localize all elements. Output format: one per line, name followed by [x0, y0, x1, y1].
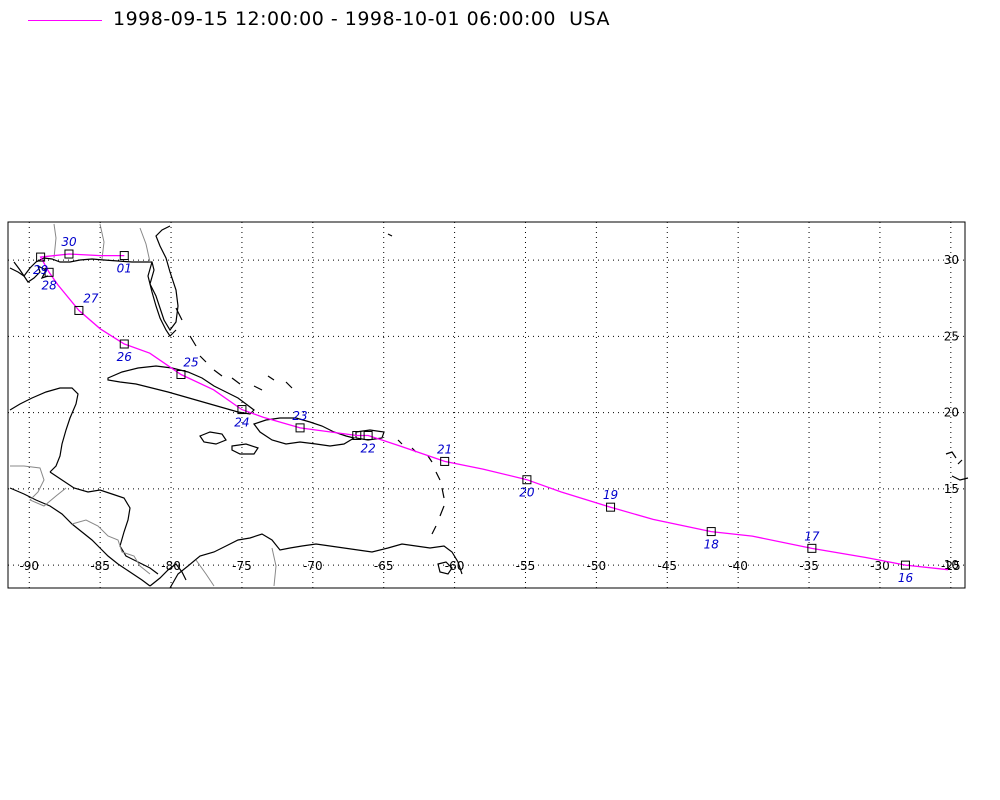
longitude-tick-label: -55: [516, 559, 536, 573]
track-day-label: 22: [360, 442, 375, 456]
coastline-central-america-west: [9, 487, 151, 587]
longitude-tick-label: -45: [657, 559, 677, 573]
track-position-marker: [44, 267, 54, 277]
track-day-label: 21: [437, 442, 452, 456]
coastline-trinidad: [437, 561, 453, 575]
coastline-jamaica: [231, 443, 259, 455]
track-day-label: 29: [33, 263, 48, 277]
coastline-yucatan: [9, 387, 79, 473]
track-position-marker: [440, 456, 450, 466]
legend-region: USA: [569, 8, 610, 30]
longitude-tick-label: -35: [799, 559, 819, 573]
longitude-tick-label: -30: [870, 559, 890, 573]
longitude-tick-label: -65: [374, 559, 394, 573]
latitude-tick-label: 20: [944, 406, 959, 420]
coastlines: [9, 225, 969, 589]
map-frame: [7, 221, 966, 589]
track-day-label: 24: [234, 416, 249, 430]
track-position-marker: [119, 251, 129, 261]
latitude-tick-label: 30: [944, 253, 959, 267]
track-position-marker: [237, 405, 247, 415]
track-position-marker: [36, 252, 46, 262]
axis-labels: -90 -85 -80 -75 -70 -65 -60 -55 -50 -45 -40 -35 -30-…: [19, 253, 960, 573]
track-position-marker: [606, 502, 616, 512]
track-position-marker: [522, 475, 532, 485]
coastline-panama-colombia: [149, 563, 187, 587]
track-day-label: 27: [83, 291, 99, 305]
track-position-marker: [74, 305, 84, 315]
track-day-label: 20: [519, 486, 535, 500]
track-day-label: 28: [41, 278, 57, 292]
graticule: [8, 222, 965, 588]
country-borders: [10, 223, 277, 587]
track-day-label: 01: [117, 262, 132, 276]
track-position-marker: [706, 527, 716, 537]
legend: 1998-09-15 12:00:00 - 1998-10-01 06:00:0…: [0, 0, 1000, 50]
coastline-mississippi-delta: [13, 261, 49, 283]
coastline-florida-west: [147, 261, 177, 337]
coastline-lesser-antilles: [397, 439, 445, 535]
coastline-puerto-rico: [355, 429, 385, 441]
coastline-isla-juventud: [199, 431, 227, 445]
legend-track-line: [28, 20, 102, 21]
longitude-tick-label: -60: [445, 559, 465, 573]
track-position-marker: [64, 249, 74, 259]
coastline-south-america: [169, 533, 463, 589]
latitude-tick-label: 10: [944, 558, 959, 572]
legend-title: 1998-09-15 12:00:00 - 1998-10-01 06:00:0…: [113, 8, 610, 30]
track-position-marker: [900, 560, 910, 570]
latitude-tick-label: 15: [944, 482, 959, 496]
track-position-marker: [352, 431, 362, 440]
track-day-label: 16: [898, 571, 914, 585]
longitude-tick-label: -75: [232, 559, 252, 573]
longitude-tick-label: -90: [19, 559, 39, 573]
border-mexico-guatemala: [10, 465, 67, 507]
track-day-label: 26: [117, 350, 133, 364]
track-position-marker: [363, 431, 373, 440]
coastline-cuba: [107, 365, 255, 415]
track-day-label: 23: [292, 409, 307, 423]
track-day-label: 25: [183, 356, 198, 370]
longitude-tick-label: -85: [90, 559, 110, 573]
track-position-marker: [807, 543, 817, 553]
track-day-label: 19: [603, 488, 618, 502]
track-position-marker: [176, 370, 186, 379]
longitude-tick-label: -40: [728, 559, 748, 573]
track-position-marker: [119, 339, 129, 349]
coastline-cape-verde: [945, 451, 969, 481]
track-line: [39, 253, 949, 571]
border-south-america: [195, 547, 277, 587]
legend-time-range: 1998-09-15 12:00:00 - 1998-10-01 06:00:0…: [113, 8, 557, 30]
longitude-tick-label: -70: [303, 559, 323, 573]
longitude-tick-label: -50: [587, 559, 607, 573]
coastline-bahamas: [175, 307, 293, 391]
coastline-hispaniola: [253, 417, 356, 447]
latitude-tick-label: 25: [944, 329, 959, 343]
track-day-label: 18: [704, 538, 720, 552]
track-day-label: 30: [61, 235, 77, 249]
border-central-america: [71, 519, 151, 575]
track-position-marker: [295, 423, 305, 433]
coastline-bermuda-dot: [387, 233, 393, 237]
border-us-inland: [53, 223, 151, 263]
track-day-label: 17: [804, 529, 820, 543]
coastline-central-america-east: [49, 471, 159, 575]
longitude-tick-label: -80: [161, 559, 181, 573]
